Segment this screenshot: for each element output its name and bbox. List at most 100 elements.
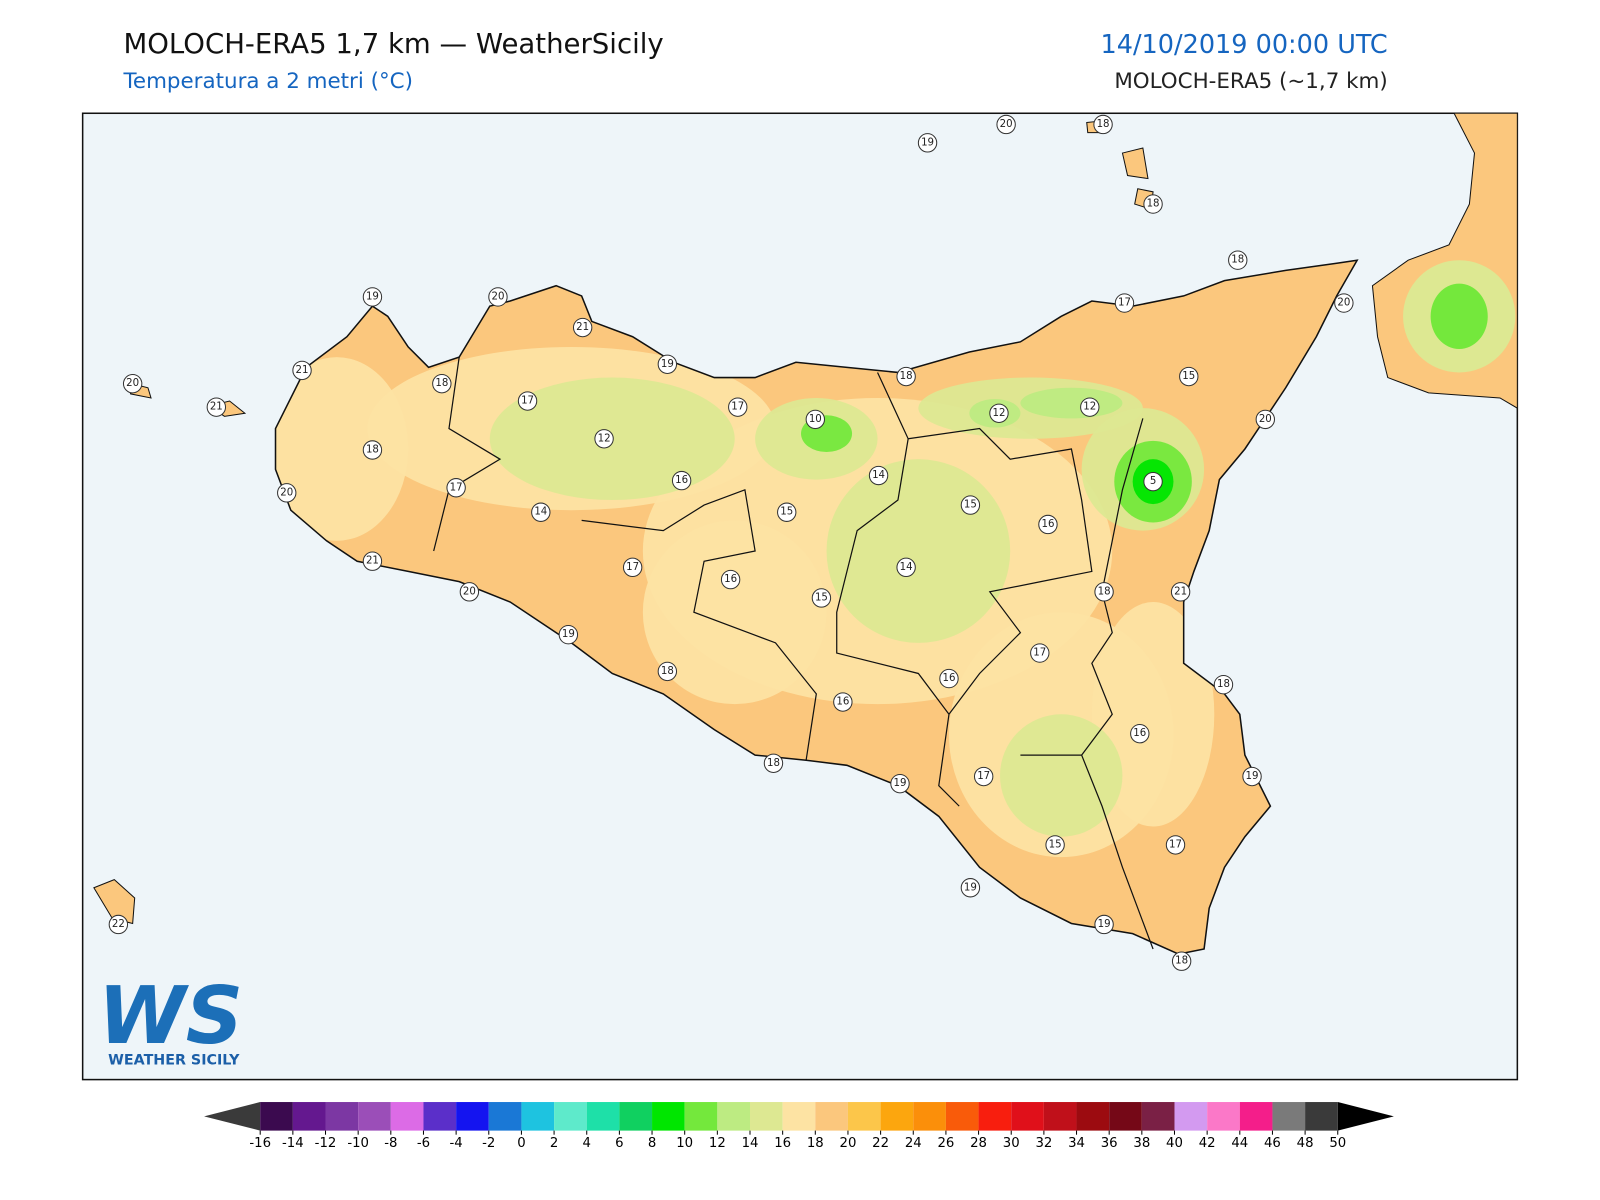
colorbar-tick-label: 48: [1297, 1136, 1314, 1151]
station-value: 18: [900, 371, 913, 382]
colorbar-tick-label: 28: [970, 1136, 987, 1151]
station-value: 18: [1231, 255, 1244, 266]
station-value: 21: [1174, 586, 1187, 597]
colorbar-tick-label: 38: [1133, 1136, 1150, 1151]
station-marker: [833, 692, 853, 712]
station-marker: [811, 588, 832, 608]
model-label: MOLOCH-ERA5 (~1,7 km): [1114, 69, 1387, 94]
station-marker: [960, 495, 981, 515]
station-marker: [728, 397, 748, 417]
temperature-field: [275, 346, 1215, 858]
station-value: 10: [809, 414, 822, 425]
station-value: 18: [1175, 956, 1188, 967]
station-marker: [896, 557, 916, 578]
colorbar-segment: [1011, 1102, 1044, 1131]
station-value: 14: [534, 507, 547, 518]
station-value: 14: [900, 562, 913, 573]
station-value: 17: [1033, 648, 1046, 659]
colorbar-tick-label: 34: [1068, 1136, 1085, 1151]
station-value: 20: [280, 487, 293, 498]
coastline: [274, 259, 1359, 955]
station-marker: [1030, 643, 1050, 663]
station-value: 5: [1150, 476, 1156, 487]
colorbar-segment: [292, 1102, 326, 1131]
colorbar-segment: [554, 1102, 587, 1131]
station-value: 20: [491, 291, 504, 302]
station-value: 19: [661, 359, 674, 370]
colorbar-tick-label: 30: [1003, 1136, 1020, 1151]
station-value: 17: [626, 562, 639, 573]
station-marker: [973, 766, 994, 787]
station-value: 20: [1000, 119, 1013, 130]
station-marker: [572, 317, 593, 338]
station-marker: [896, 366, 916, 387]
station-marker: [1143, 194, 1163, 214]
temperature-zone: [826, 459, 1011, 643]
colorbar-tick-label: -4: [450, 1136, 463, 1151]
station-marker: [1334, 293, 1354, 313]
station-marker: [459, 582, 480, 602]
colorbar-segment: [390, 1102, 424, 1131]
station-marker: [1228, 250, 1248, 270]
colorbar-segment: [1305, 1102, 1338, 1131]
station-marker: [939, 668, 959, 689]
station-value: 19: [1246, 771, 1259, 782]
station-marker: [594, 429, 614, 449]
station-marker: [720, 569, 741, 590]
station-value: 14: [872, 470, 885, 481]
colorbar: -16 -14 -12 -10 -8 -6 -4 -2 0 2 4 6 8 10 12 14 16 18 20 22 2…: [204, 1102, 1394, 1151]
colorbar-segment: [488, 1102, 522, 1131]
station-value: 17: [977, 771, 990, 782]
station-value: 12: [598, 433, 611, 444]
station-marker: [1171, 951, 1192, 971]
station-marker: [1143, 471, 1163, 492]
station-marker: [1130, 723, 1150, 744]
station-value: 18: [767, 758, 780, 769]
station-value: 16: [724, 574, 737, 585]
colorbar-segment: [652, 1102, 685, 1131]
station-marker: [1170, 582, 1191, 602]
station-marker: [1179, 366, 1199, 387]
station-value: 19: [366, 291, 379, 302]
station-marker: [763, 753, 784, 773]
station-marker: [622, 557, 643, 578]
station-marker: [1255, 409, 1275, 430]
station-marker: [917, 133, 938, 153]
station-value: 15: [1049, 839, 1062, 850]
colorbar-segment: [1141, 1102, 1175, 1131]
station-value: 15: [780, 507, 793, 518]
station-value: 17: [450, 482, 463, 493]
province-border: [433, 357, 1154, 950]
temperature-zone: [1020, 387, 1123, 419]
station-value: 17: [1118, 298, 1131, 309]
station-marker: [122, 373, 143, 394]
station-value: 18: [1098, 586, 1111, 597]
station-value: 19: [894, 778, 907, 789]
station-value: 18: [1217, 679, 1230, 690]
colorbar-tick-label: 32: [1035, 1136, 1052, 1151]
colorbar-tick-label: -10: [347, 1136, 369, 1151]
station-marker: [558, 625, 579, 645]
title: MOLOCH-ERA5 1,7 km — WeatherSicily: [123, 28, 663, 60]
station-value: 17: [1169, 839, 1182, 850]
station-value: 16: [836, 697, 849, 708]
colorbar-segment: [750, 1102, 783, 1131]
station-value: 19: [921, 137, 934, 148]
station-value: 12: [1083, 402, 1096, 413]
station-value: 20: [1337, 298, 1350, 309]
stations: 19 20 18 18 18 17 20 19 20 21 19 21 18 20 21 17 17 18 15 12…: [108, 114, 1354, 971]
station-marker: [996, 114, 1016, 135]
station-value: 21: [366, 556, 379, 567]
subtitle: Temperatura a 2 metri (°C): [122, 69, 412, 94]
colorbar-tick-label: -14: [282, 1136, 304, 1151]
station-marker: [488, 287, 508, 307]
colorbar-tick-label: -12: [315, 1136, 337, 1151]
colorbar-tick-label: 22: [872, 1136, 889, 1151]
station-marker: [1094, 914, 1114, 935]
logo-text: WEATHER SICILY: [108, 1052, 240, 1068]
colorbar-tick-label: 44: [1231, 1136, 1248, 1151]
station-marker: [1038, 514, 1058, 535]
colorbar-segment: [423, 1102, 457, 1131]
station-value: 18: [435, 378, 448, 389]
